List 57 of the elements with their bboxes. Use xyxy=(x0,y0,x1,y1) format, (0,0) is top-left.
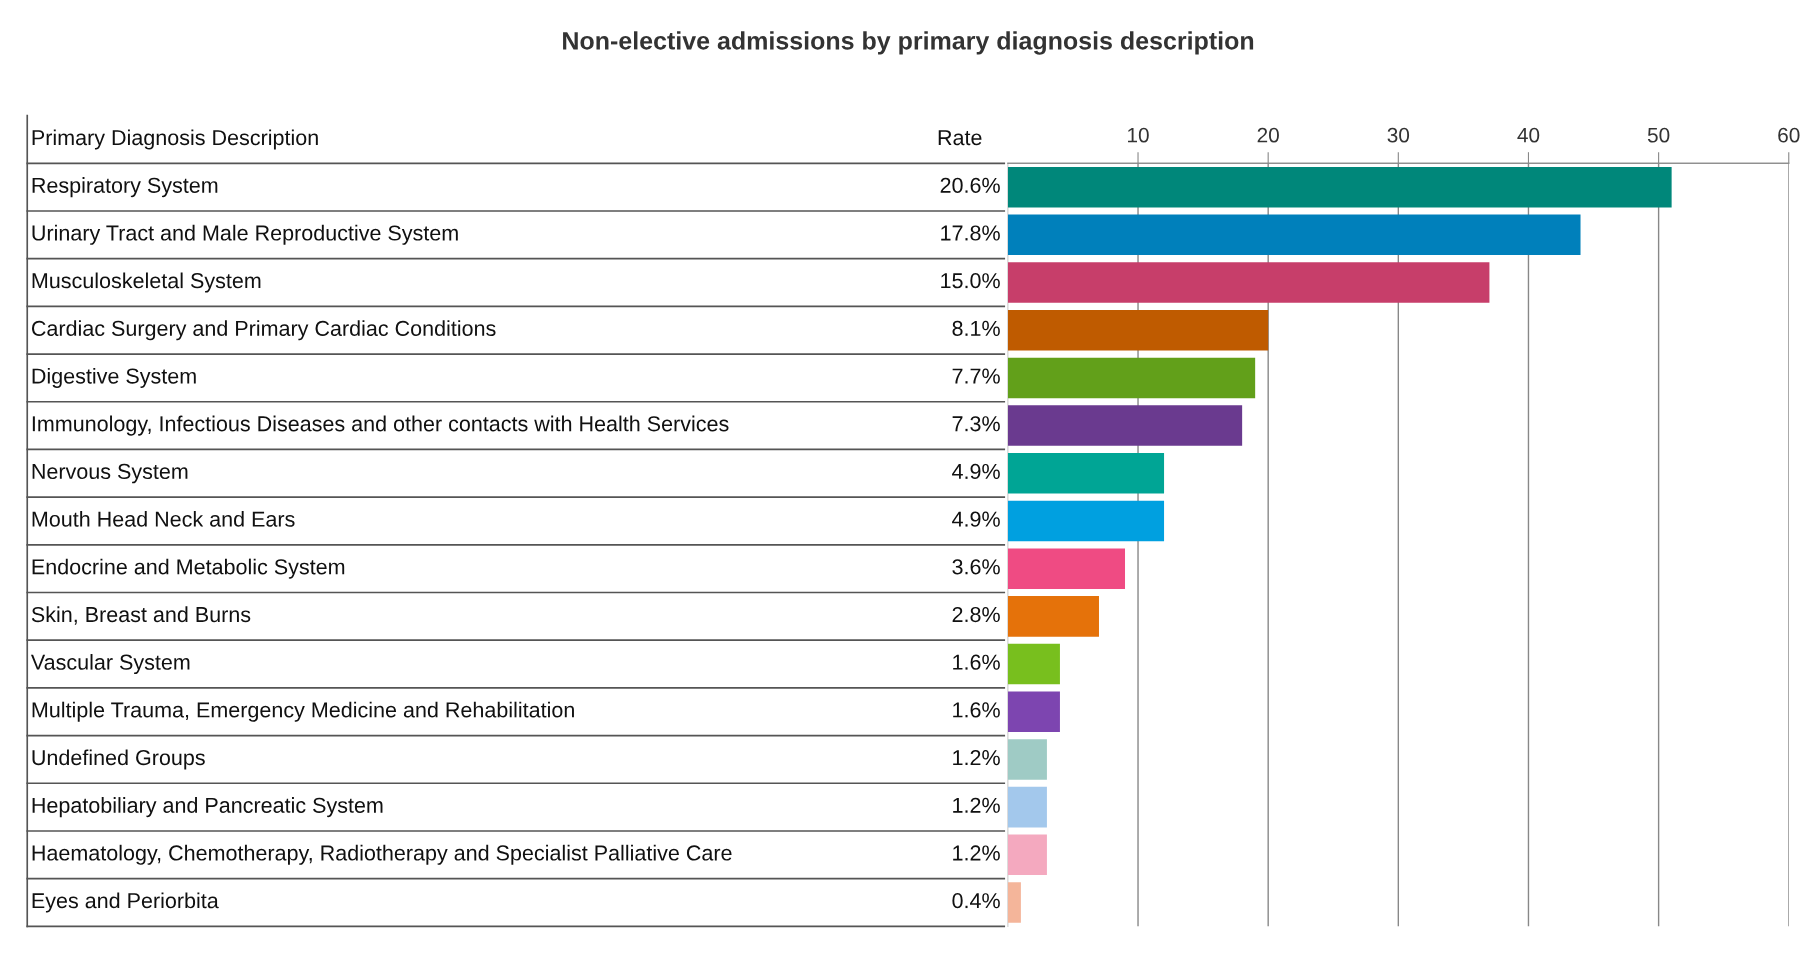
text: 1.2% xyxy=(953,845,1000,861)
text: 3.6% xyxy=(952,559,1000,575)
text: 1.6% xyxy=(953,654,1000,670)
bar xyxy=(1007,786,1047,828)
bar xyxy=(1007,500,1165,542)
bar xyxy=(1007,596,1099,637)
y-tick-label: Vascular System xyxy=(30,654,190,675)
bar xyxy=(1007,453,1165,494)
x2-tick-label: 10 xyxy=(1128,127,1149,143)
text: Rate xyxy=(938,130,982,146)
text: 1.6% xyxy=(953,702,1000,718)
text: 1.2% xyxy=(953,797,1000,813)
x2-tick-label: 40 xyxy=(1517,127,1540,143)
text: 2.8% xyxy=(952,606,1000,623)
bar xyxy=(1007,834,1047,876)
y-tick-label: Immunology, Infectious Diseases and other contacts with Health Services xyxy=(32,415,729,436)
y-axis-title: Primary Diagnosis Description xyxy=(32,129,318,150)
y-tick-label: Digestive System xyxy=(32,367,196,388)
y-tick-label: Undefined Groups xyxy=(32,749,205,770)
y-tick-label: Mouth Head Neck and Ears xyxy=(32,510,295,527)
x2-tick-label: 50 xyxy=(1647,127,1670,143)
text: 7.7% xyxy=(952,368,1000,384)
bar xyxy=(1007,214,1581,256)
text: 4.9% xyxy=(952,511,1000,527)
y-tick-label: Skin, Breast and Burns xyxy=(31,606,251,625)
bar xyxy=(1007,405,1243,446)
chart-title: Non-elective admissions by primary diagnosis description xyxy=(563,31,1254,55)
text: 15.0% xyxy=(941,273,1000,289)
y-tick-label: Multiple Trauma, Emergency Medicine and Rehabilitation xyxy=(32,701,574,722)
text: 20.6% xyxy=(940,177,1000,193)
y-tick-label: Eyes and Periorbita xyxy=(32,892,219,913)
x2-tick-label: 30 xyxy=(1387,127,1410,143)
text: 7.3% xyxy=(952,416,1000,432)
y-tick-label: Hepatobiliary and Pancreatic System xyxy=(32,797,383,818)
bar xyxy=(1007,882,1021,923)
bar xyxy=(1007,166,1672,208)
y-tick-label: Respiratory System xyxy=(32,177,218,198)
bar xyxy=(1007,739,1047,780)
text: 4.9% xyxy=(952,463,1000,480)
y-tick-label: Haematology, Chemotherapy, Radiotherapy and Specialist Palliative Care xyxy=(32,844,732,865)
bar xyxy=(1007,691,1060,733)
bar xyxy=(1007,548,1126,589)
y-tick-label: Endocrine and Metabolic System xyxy=(32,558,345,579)
x2-tick-label: 60 xyxy=(1778,127,1800,143)
x2-tick-label: 20 xyxy=(1257,127,1279,143)
y-tick-label: Musculoskeletal System xyxy=(32,272,261,293)
text: 17.8% xyxy=(941,225,1000,241)
y-tick-label: Cardiac Surgery and Primary Cardiac Conditions xyxy=(31,320,496,341)
bar xyxy=(1007,309,1269,351)
text: 1.2% xyxy=(953,749,1000,766)
y-tick-label: Nervous System xyxy=(32,463,188,484)
y-tick-label: Urinary Tract and Male Reproductive System xyxy=(32,224,458,245)
text: 0.4% xyxy=(952,893,1000,909)
bar xyxy=(1007,262,1490,303)
bar xyxy=(1007,357,1256,399)
text: 8.1% xyxy=(952,320,1000,336)
bar xyxy=(1007,643,1060,685)
